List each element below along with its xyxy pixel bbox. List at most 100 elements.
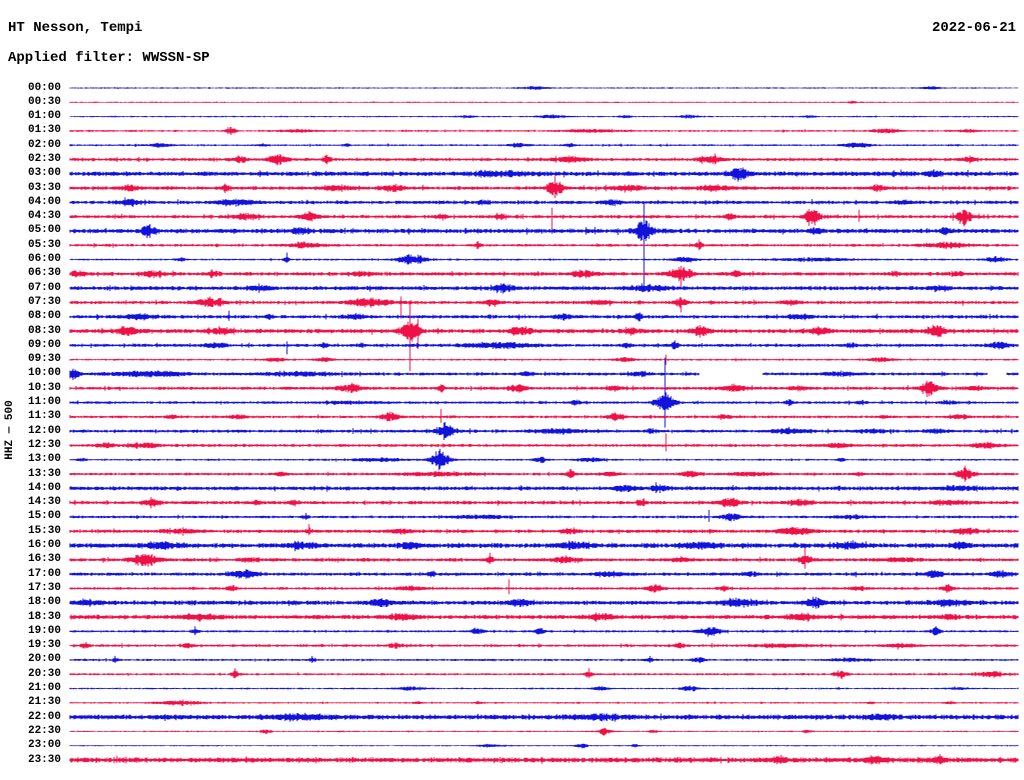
trace-row-1300 xyxy=(69,448,1019,471)
trace-row-1500 xyxy=(69,509,1019,522)
trace-time-label: 20:00 xyxy=(27,653,61,666)
trace-time-label: 07:00 xyxy=(27,281,61,294)
trace-row-1030 xyxy=(69,380,1019,397)
date-label: 2022-06-21 xyxy=(931,20,1016,36)
trace-row-2330 xyxy=(69,754,1019,765)
trace-time-label: 10:00 xyxy=(27,367,61,380)
trace-row-0800 xyxy=(69,310,1019,322)
trace-time-label: 03:30 xyxy=(27,181,61,194)
trace-row-1730 xyxy=(69,579,1019,595)
trace-time-label: 21:00 xyxy=(27,682,61,694)
trace-time-label: 02:30 xyxy=(27,152,61,165)
trace-time-label: 08:00 xyxy=(27,310,61,323)
trace-row-1200 xyxy=(69,422,1019,440)
trace-time-label: 01:30 xyxy=(27,124,61,137)
trace-row-1330 xyxy=(69,465,1019,482)
trace-time-label: 10:30 xyxy=(27,381,61,394)
trace-row-0000 xyxy=(69,85,1019,91)
trace-row-0300 xyxy=(69,167,1019,182)
trace-time-label: 02:00 xyxy=(27,138,61,151)
trace-row-1530 xyxy=(69,524,1019,536)
trace-time-label: 09:00 xyxy=(27,338,61,351)
trace-time-label: 08:30 xyxy=(27,324,61,337)
trace-time-label: 12:30 xyxy=(27,438,61,451)
trace-row-0530 xyxy=(69,239,1019,251)
trace-time-label: 22:00 xyxy=(27,710,61,723)
trace-row-2200 xyxy=(69,712,1019,722)
trace-row-0230 xyxy=(69,153,1019,166)
trace-row-0130 xyxy=(69,126,1019,135)
trace-time-label: 23:30 xyxy=(27,753,61,766)
trace-time-label: 04:30 xyxy=(27,210,61,223)
trace-time-label: 19:00 xyxy=(27,624,61,637)
trace-time-label: 15:00 xyxy=(27,510,61,523)
trace-row-1430 xyxy=(69,497,1019,509)
trace-time-label: 19:30 xyxy=(27,639,61,652)
trace-row-1830 xyxy=(69,612,1019,622)
trace-row-1900 xyxy=(69,626,1019,637)
trace-row-0830 xyxy=(69,301,1019,372)
trace-time-label: 12:00 xyxy=(27,424,61,437)
trace-row-0400 xyxy=(69,197,1019,207)
trace-time-label: 16:30 xyxy=(27,553,61,566)
trace-row-2130 xyxy=(69,699,1019,706)
trace-time-label: 11:00 xyxy=(27,396,61,409)
trace-row-0700 xyxy=(69,283,1019,294)
trace-time-label: 06:30 xyxy=(27,267,61,280)
trace-row-0430 xyxy=(69,207,1019,230)
trace-row-0030 xyxy=(69,100,1019,104)
trace-time-label: 04:00 xyxy=(27,195,61,208)
trace-row-1630 xyxy=(69,547,1019,569)
trace-time-label: 14:30 xyxy=(27,496,61,509)
trace-time-label: 03:00 xyxy=(27,167,61,180)
trace-row-0900 xyxy=(69,340,1019,355)
trace-time-label: 05:00 xyxy=(27,224,61,237)
trace-row-2100 xyxy=(69,685,1019,692)
trace-row-1000 xyxy=(69,368,1019,380)
trace-row-0600 xyxy=(69,252,1019,265)
trace-time-label: 20:30 xyxy=(27,667,61,680)
trace-time-label: 23:00 xyxy=(27,739,61,752)
trace-time-label: 13:30 xyxy=(27,467,61,480)
trace-row-0330 xyxy=(69,176,1019,199)
trace-row-2030 xyxy=(69,668,1019,679)
trace-row-0630 xyxy=(69,265,1019,288)
trace-row-1600 xyxy=(69,540,1019,552)
trace-time-label: 15:30 xyxy=(27,524,61,537)
trace-row-2300 xyxy=(69,743,1019,749)
trace-row-0730 xyxy=(69,296,1019,319)
trace-time-label: 07:30 xyxy=(27,295,61,308)
trace-time-label: 13:00 xyxy=(27,453,61,466)
trace-time-label: 17:30 xyxy=(27,581,61,594)
trace-time-label: 01:00 xyxy=(27,110,61,123)
trace-row-1130 xyxy=(69,408,1019,423)
trace-row-1100 xyxy=(69,357,1019,428)
trace-row-1700 xyxy=(69,569,1019,579)
trace-row-0500 xyxy=(69,203,1019,286)
trace-time-label: 09:30 xyxy=(27,353,61,366)
trace-time-label: 22:30 xyxy=(27,724,61,737)
trace-time-label: 00:00 xyxy=(27,81,61,94)
trace-row-2000 xyxy=(69,655,1019,664)
trace-row-1400 xyxy=(69,482,1019,494)
trace-row-0100 xyxy=(69,114,1019,119)
applied-filter-label: Applied filter: WWSSN-SP xyxy=(8,50,210,66)
trace-time-label: 18:00 xyxy=(27,596,61,609)
trace-time-label: 16:00 xyxy=(27,539,61,552)
trace-time-label: 11:30 xyxy=(27,410,61,423)
trace-row-0930 xyxy=(69,354,1019,365)
trace-row-2230 xyxy=(69,727,1019,736)
trace-row-1930 xyxy=(69,641,1019,650)
trace-row-0200 xyxy=(69,142,1019,148)
trace-time-label: 14:00 xyxy=(27,481,61,494)
station-title: HT Nesson, Tempi xyxy=(8,20,143,36)
trace-time-label: 00:30 xyxy=(27,95,61,108)
trace-row-1230 xyxy=(69,433,1019,452)
trace-time-label: 21:30 xyxy=(27,696,61,709)
trace-time-label: 06:00 xyxy=(27,253,61,266)
trace-time-label: 05:30 xyxy=(27,238,61,251)
trace-time-label: 17:00 xyxy=(27,567,61,580)
trace-row-1800 xyxy=(69,596,1019,609)
